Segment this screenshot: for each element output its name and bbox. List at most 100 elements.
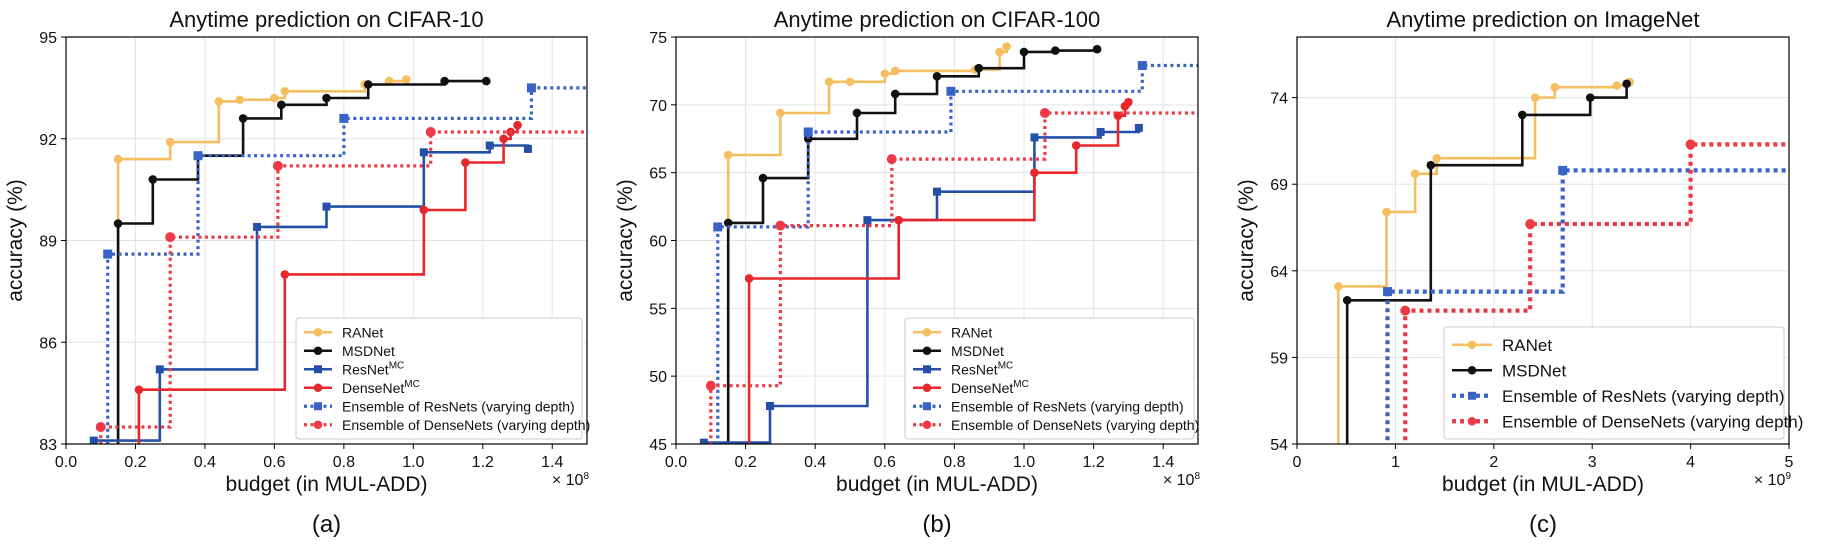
y-tick-label: 95 [39,30,57,47]
y-tick-label: 92 [39,132,57,149]
marker-resnet [89,436,98,444]
y-tick-label: 83 [39,437,57,454]
legend-label-ens_densenet: Ensemble of DenseNets (varying depth) [342,417,590,433]
marker-msdnet [148,175,158,184]
series-line-ens_resnet [716,63,1198,444]
marker-resnet [419,148,428,157]
legend-marker-ranet [313,327,323,337]
marker-resnet [863,216,872,225]
x-axis-label: budget (in MUL-ADD) [226,473,428,496]
marker-ranet [402,75,411,84]
legend-marker-msdnet [1467,365,1477,375]
marker-ens_resnet [713,222,723,232]
marker-ranet [890,66,900,76]
marker-ens_densenet [886,154,897,165]
marker-densenet [499,134,508,144]
marker-ranet [845,77,855,87]
legend-label-ens_resnet: Ensemble of ResNets (varying depth) [1502,387,1785,406]
series-line-msdnet [726,49,1099,444]
marker-msdnet [1051,46,1060,55]
marker-ranet [824,77,834,87]
marker-ens_resnet [193,151,203,161]
marker-msdnet [1518,110,1527,120]
y-tick-label: 89 [39,234,57,251]
marker-ens_resnet [1558,165,1568,175]
legend-label-msdnet: MSDNet [1502,361,1567,380]
y-axis-label: accuracy (%) [1235,179,1258,302]
x-tick-label: 5 [1785,454,1794,471]
marker-ranet [270,93,279,103]
legend-marker-ranet [922,327,932,337]
series-line-msdnet [116,79,487,444]
legend-marker-ens_resnet [1468,391,1476,400]
legend-marker-msdnet [313,346,323,356]
marker-ens_resnet [803,127,813,137]
marker-densenet [513,120,522,130]
legend-label-ranet: RANet [951,324,992,340]
marker-msdnet [1092,44,1102,54]
y-tick-label: 45 [649,437,667,454]
x-tick-label: 0.8 [333,454,355,471]
x-tick-label: 0.6 [263,454,285,471]
marker-ens_resnet [526,83,536,93]
marker-ens_densenet [165,232,176,243]
marker-resnet [485,141,494,150]
legend-marker-ranet [1467,340,1477,350]
series-line-ens_densenet [99,130,587,444]
legend-marker-ens_resnet [923,402,931,411]
marker-ranet [723,150,733,160]
marker-ranet [880,69,890,78]
panel-label: (b) [922,511,951,538]
marker-ranet [235,95,244,105]
legend-label-ens_resnet: Ensemble of ResNets (varying depth) [342,398,575,414]
plot-area [1334,77,1789,444]
x-tick-label: 0.4 [194,454,216,471]
legend-label-densenet: DenseNetMC [342,379,420,396]
chart-title: Anytime prediction on CIFAR-100 [774,7,1101,32]
marker-resnet [1134,123,1143,132]
marker-msdnet [1342,295,1352,305]
x-tick-label: 1.2 [472,454,494,471]
marker-ranet [280,86,290,96]
x-tick-label: 3 [1588,454,1597,471]
panel-label: (c) [1529,511,1557,538]
marker-ens_densenet [1685,139,1696,150]
marker-ens_densenet [1400,305,1411,316]
marker-densenet [1030,168,1039,177]
marker-resnet [155,365,164,374]
y-tick-label: 50 [649,369,667,386]
marker-msdnet [113,219,123,228]
marker-msdnet [440,76,449,86]
marker-ranet [1002,42,1011,51]
x-tick-label: 0.2 [734,454,756,471]
y-tick-label: 60 [649,234,667,251]
y-tick-label: 86 [39,335,57,352]
marker-resnet [933,187,941,196]
marker-ens_resnet [1137,60,1147,70]
legend-label-ranet: RANet [1502,336,1552,355]
marker-ranet [1410,169,1420,179]
marker-msdnet [852,108,862,118]
legend-marker-ens_resnet [314,402,322,411]
x-tick-label: 1.4 [1152,454,1174,471]
marker-msdnet [1426,160,1436,170]
marker-ranet [165,137,175,147]
legend-label-ens_resnet: Ensemble of ResNets (varying depth) [951,398,1184,414]
marker-ens_densenet [705,380,716,391]
legend-label-ens_densenet: Ensemble of DenseNets (varying depth) [1502,412,1803,431]
marker-msdnet [238,114,248,123]
marker-densenet [419,205,429,215]
marker-densenet [1124,97,1133,107]
marker-ens_resnet [339,113,349,123]
marker-densenet [1071,141,1081,150]
marker-densenet [280,270,290,279]
marker-ranet [1612,81,1622,90]
legend-box [295,317,583,440]
plot-area [699,42,1198,444]
y-tick-label: 75 [649,30,667,47]
marker-resnet [523,144,532,153]
legend-marker-densenet [922,383,932,393]
marker-msdnet [890,89,900,99]
marker-ranet [214,97,224,106]
